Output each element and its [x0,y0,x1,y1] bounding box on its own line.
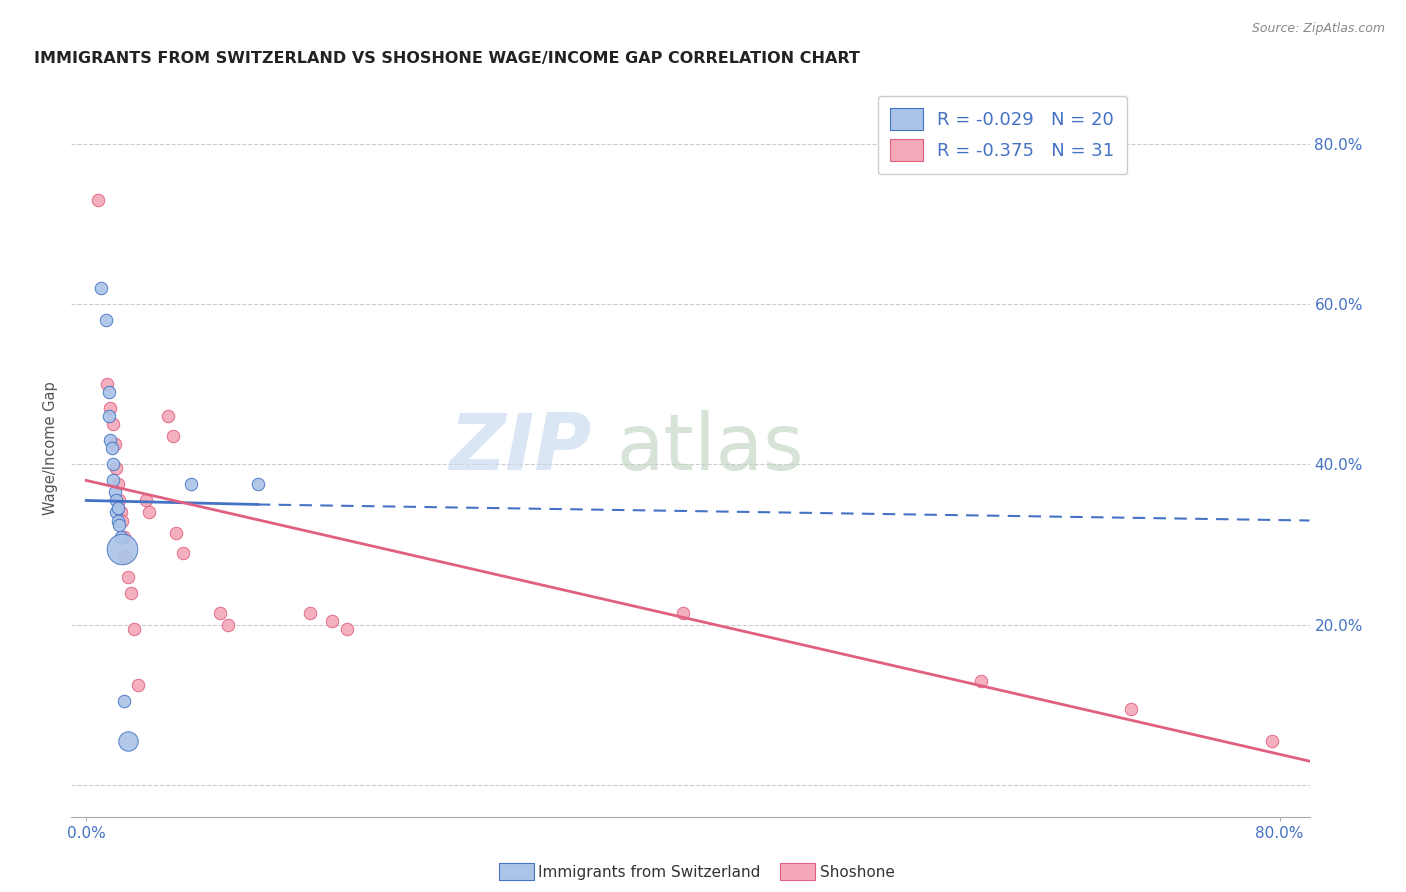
Y-axis label: Wage/Income Gap: Wage/Income Gap [44,382,58,516]
Legend: R = -0.029   N = 20, R = -0.375   N = 31: R = -0.029 N = 20, R = -0.375 N = 31 [877,95,1128,174]
Text: IMMIGRANTS FROM SWITZERLAND VS SHOSHONE WAGE/INCOME GAP CORRELATION CHART: IMMIGRANTS FROM SWITZERLAND VS SHOSHONE … [34,51,860,66]
Text: Source: ZipAtlas.com: Source: ZipAtlas.com [1251,22,1385,36]
Text: Shoshone: Shoshone [820,865,894,880]
Text: ZIP: ZIP [449,410,592,486]
Text: Immigrants from Switzerland: Immigrants from Switzerland [538,865,761,880]
Text: atlas: atlas [616,410,804,486]
